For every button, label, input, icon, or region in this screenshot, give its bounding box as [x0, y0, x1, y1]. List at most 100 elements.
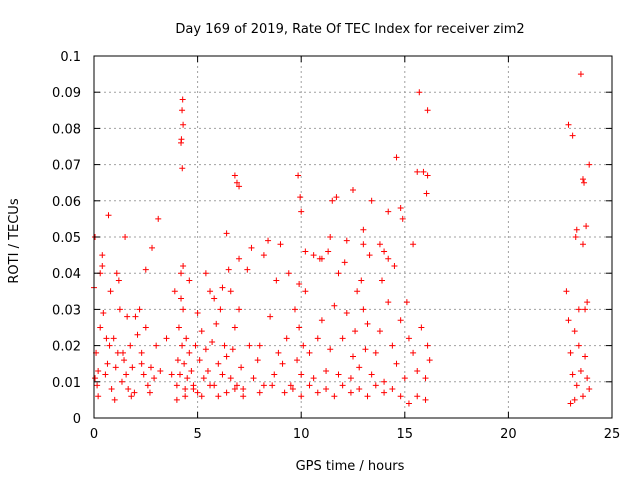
y-tick-labels: 0 0.01 0.02 0.03 0.04 0.05 0.06 0.07 0.08 0.09 0.1 [52, 50, 81, 427]
data-point [310, 252, 317, 259]
data-point [339, 382, 346, 389]
data-point [236, 183, 243, 190]
y-tick-label: 0.06 [52, 195, 81, 210]
data-point [389, 342, 396, 349]
data-point [236, 255, 243, 262]
data-point [138, 360, 145, 367]
data-point [227, 288, 234, 295]
data-point [381, 378, 388, 385]
data-point [579, 176, 586, 183]
data-point [207, 288, 214, 295]
data-point [426, 357, 433, 364]
y-tick-label: 0.07 [52, 159, 81, 174]
data-point [178, 295, 185, 302]
data-point [153, 342, 160, 349]
data-point [132, 313, 139, 320]
data-point [94, 382, 101, 389]
data-point [582, 353, 589, 360]
data-point [180, 306, 187, 313]
data-point [296, 324, 303, 331]
data-point [231, 386, 238, 393]
data-point [192, 342, 199, 349]
data-point [376, 241, 383, 248]
data-point [581, 179, 588, 186]
data-point [372, 382, 379, 389]
data-point [368, 371, 375, 378]
data-point [213, 320, 220, 327]
data-point [343, 237, 350, 244]
data-point [360, 241, 367, 248]
data-point [118, 378, 125, 385]
data-point [287, 382, 294, 389]
data-point [350, 353, 356, 360]
data-point [207, 382, 214, 389]
data-point [129, 364, 136, 371]
data-point [95, 393, 102, 400]
data-point [138, 349, 145, 356]
axis-ticks [93, 55, 613, 419]
grid-lines [94, 56, 612, 418]
data-point [128, 393, 135, 400]
data-point [364, 320, 371, 327]
data-point [424, 172, 431, 179]
x-tick-label: 0 [90, 427, 98, 442]
data-point [325, 248, 332, 255]
data-point [385, 208, 392, 215]
data-point [414, 367, 421, 374]
data-point [223, 353, 230, 360]
data-point [204, 367, 211, 374]
data-point [381, 389, 388, 396]
data-point [142, 266, 149, 273]
data-point [347, 375, 354, 382]
data-point [171, 288, 178, 295]
data-point [115, 277, 122, 284]
data-point [414, 168, 421, 175]
data-point [573, 226, 580, 233]
data-point [186, 277, 193, 284]
data-point [236, 306, 243, 313]
data-point [231, 172, 238, 179]
data-point [318, 255, 325, 262]
data-point [271, 371, 278, 378]
data-point [360, 226, 367, 233]
data-point [289, 386, 296, 393]
data-point [306, 349, 313, 356]
data-point [376, 328, 383, 335]
data-point [283, 335, 290, 342]
data-point [250, 375, 257, 382]
data-point [265, 237, 272, 244]
data-point [333, 194, 340, 201]
data-point [584, 375, 591, 382]
data-point [92, 375, 99, 382]
data-point [352, 328, 359, 335]
data-point [393, 360, 400, 367]
data-point [116, 306, 123, 313]
data-point [368, 197, 375, 204]
data-point [335, 270, 342, 277]
data-point [240, 393, 247, 400]
data-point [155, 215, 162, 222]
data-point [586, 161, 593, 168]
data-point [298, 208, 305, 215]
data-point [569, 371, 576, 378]
data-point [198, 393, 205, 400]
data-point [563, 288, 570, 295]
data-point [579, 393, 586, 400]
chart-title: Day 169 of 2019, Rate Of TEC Index for r… [175, 22, 524, 37]
data-point [297, 194, 304, 201]
data-point [577, 71, 584, 78]
data-point [260, 382, 267, 389]
data-point [572, 234, 579, 240]
data-point [217, 306, 224, 313]
data-point [256, 342, 263, 349]
data-point [99, 262, 106, 269]
data-point [273, 277, 280, 284]
data-point [157, 367, 164, 374]
data-point [397, 393, 404, 400]
data-point [215, 360, 222, 367]
data-point [97, 324, 104, 331]
data-point [424, 107, 431, 114]
data-point [399, 215, 406, 222]
x-tick-label: 15 [397, 427, 414, 442]
data-point [173, 396, 180, 403]
